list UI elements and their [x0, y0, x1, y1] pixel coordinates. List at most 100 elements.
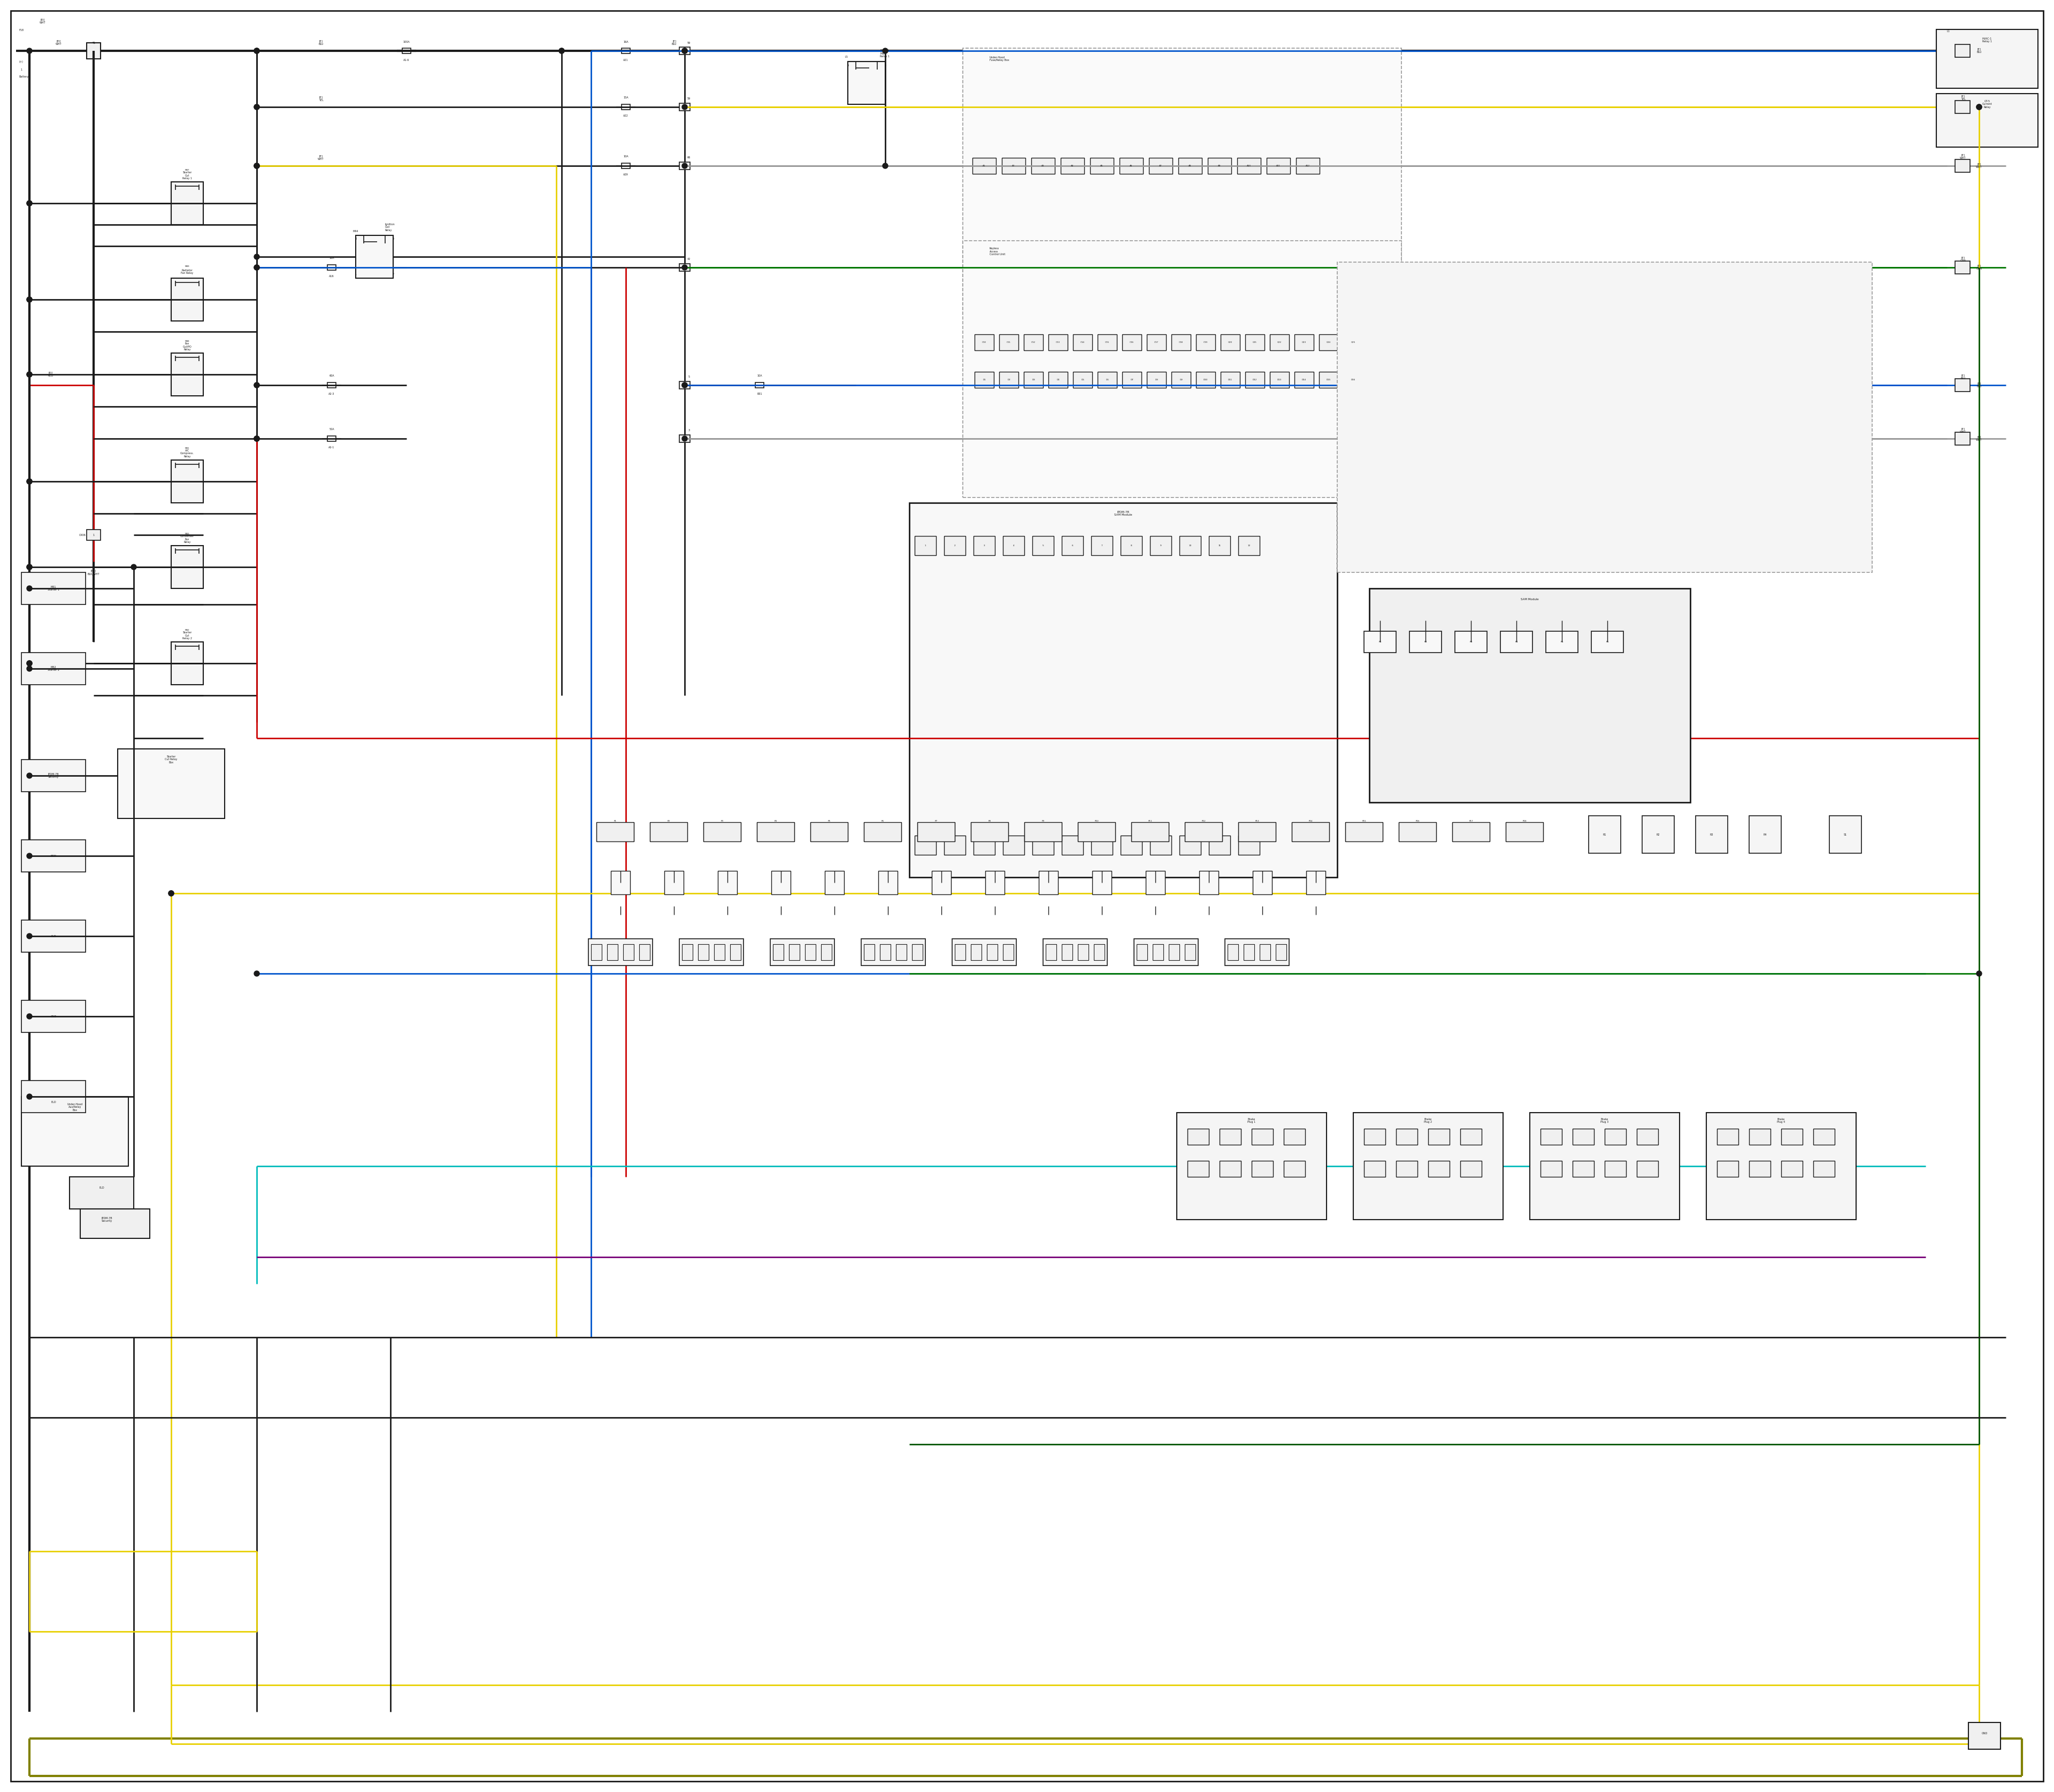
Text: [E]
BLU: [E] BLU	[1962, 375, 1966, 380]
Bar	[1955, 45, 1970, 57]
Circle shape	[27, 48, 33, 54]
Text: R3: R3	[1709, 833, 1713, 835]
Circle shape	[27, 661, 33, 667]
Bar	[170, 461, 203, 504]
Bar	[1152, 944, 1163, 961]
Circle shape	[255, 382, 259, 387]
Bar	[327, 435, 337, 441]
Bar	[1121, 371, 1142, 387]
Text: P5: P5	[828, 821, 830, 823]
Text: 66: 66	[688, 156, 690, 159]
Bar	[1364, 631, 1397, 652]
Text: D9: D9	[1179, 378, 1183, 382]
Bar	[1179, 536, 1202, 556]
Bar	[1239, 823, 1276, 842]
Bar	[974, 536, 994, 556]
Bar	[1048, 371, 1068, 387]
Text: [E]
WHT: [E] WHT	[1960, 154, 1966, 159]
Text: GT-5
Current
Relay: GT-5 Current Relay	[1982, 100, 1992, 109]
Bar	[1750, 815, 1781, 853]
Bar	[1033, 536, 1054, 556]
Text: (+): (+)	[18, 61, 23, 63]
Text: 100A: 100A	[403, 41, 411, 43]
Bar	[1239, 536, 1259, 556]
Bar	[1547, 631, 1577, 652]
Text: D11: D11	[1228, 378, 1232, 382]
Text: C17: C17	[1154, 340, 1158, 344]
Text: T1: T1	[92, 41, 94, 45]
Bar	[1039, 871, 1058, 894]
Text: A22: A22	[622, 115, 629, 116]
Text: [E]
WHT: [E] WHT	[1960, 428, 1966, 434]
Text: D14: D14	[1302, 378, 1306, 382]
Bar	[680, 263, 690, 271]
Text: C24: C24	[1327, 340, 1331, 344]
Circle shape	[255, 382, 259, 387]
Circle shape	[682, 435, 688, 441]
Bar	[715, 944, 725, 961]
Text: R1: R1	[1378, 642, 1382, 643]
Bar	[327, 382, 337, 387]
Circle shape	[1976, 104, 1982, 109]
Circle shape	[559, 48, 565, 54]
Circle shape	[27, 934, 33, 939]
Bar	[1540, 1161, 1561, 1177]
Bar	[1460, 1161, 1481, 1177]
Text: C25: C25	[1352, 340, 1356, 344]
Bar	[986, 944, 998, 961]
Bar	[945, 835, 965, 855]
Text: [E]
WHT: [E] WHT	[1976, 435, 1982, 441]
Bar	[1097, 335, 1117, 351]
Bar	[1200, 871, 1218, 894]
Circle shape	[27, 1014, 33, 1020]
Circle shape	[168, 891, 175, 896]
Text: P8: P8	[988, 821, 990, 823]
Text: A12: A12	[1306, 165, 1310, 167]
Text: IPDM-7B
SAM Module: IPDM-7B SAM Module	[1113, 511, 1132, 516]
Bar	[170, 642, 203, 685]
Bar	[1220, 1161, 1241, 1177]
Text: F18: F18	[18, 29, 23, 32]
Text: Keyless
Access
Control Unit: Keyless Access Control Unit	[990, 247, 1004, 256]
Bar	[1955, 100, 1970, 113]
Bar	[86, 43, 101, 59]
Bar	[972, 158, 996, 174]
Bar	[822, 944, 832, 961]
Bar	[170, 545, 203, 588]
Circle shape	[27, 853, 33, 858]
Bar	[1267, 158, 1290, 174]
Text: M49: M49	[185, 265, 189, 267]
Text: M41: M41	[185, 448, 189, 450]
Bar	[848, 61, 885, 104]
Text: C21: C21	[1253, 340, 1257, 344]
Text: [E]
GRN: [E] GRN	[1976, 265, 1982, 271]
Bar	[70, 1177, 134, 1210]
Bar	[1251, 1161, 1273, 1177]
Text: 11: 11	[1218, 545, 1220, 547]
Bar	[596, 823, 635, 842]
Bar	[1251, 1129, 1273, 1145]
Bar	[1239, 835, 1259, 855]
Bar	[21, 840, 86, 873]
Text: R4: R4	[1516, 642, 1518, 643]
Bar	[1224, 939, 1290, 966]
Bar	[1195, 335, 1216, 351]
Text: M51
Starter 1: M51 Starter 1	[47, 586, 60, 591]
Text: P16: P16	[1415, 821, 1419, 823]
Bar	[1210, 835, 1230, 855]
Bar	[1530, 1113, 1680, 1220]
Text: [EJ]
RED: [EJ] RED	[47, 371, 53, 378]
Text: A29: A29	[622, 174, 629, 176]
Bar	[1043, 939, 1107, 966]
Text: A1: A1	[982, 165, 986, 167]
Text: 10A: 10A	[758, 375, 762, 378]
Text: A3: A3	[1041, 165, 1045, 167]
Text: C11: C11	[1006, 340, 1011, 344]
Circle shape	[27, 564, 33, 570]
Text: [E]
BLU: [E] BLU	[318, 39, 322, 45]
Text: D15: D15	[1327, 378, 1331, 382]
Bar	[587, 939, 653, 966]
Text: M47: M47	[185, 168, 189, 172]
Bar	[1319, 371, 1339, 387]
Text: D5: D5	[1080, 378, 1085, 382]
